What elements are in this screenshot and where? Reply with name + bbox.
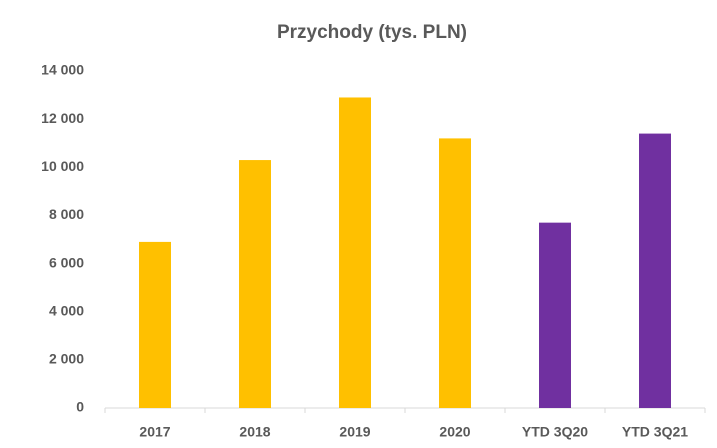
y-tick-label: 10 000 <box>41 158 84 174</box>
y-tick-label: 0 <box>76 399 84 415</box>
x-tick-label: 2019 <box>339 424 370 440</box>
x-tick-label: YTD 3Q21 <box>622 424 688 440</box>
y-tick-label: 8 000 <box>49 206 84 222</box>
bar <box>139 241 171 408</box>
x-tick-label: 2018 <box>239 424 270 440</box>
x-tick-label: 2017 <box>139 424 170 440</box>
y-tick-label: 4 000 <box>49 302 84 318</box>
bar <box>539 222 571 408</box>
x-tick-label: YTD 3Q20 <box>522 424 588 440</box>
y-tick-label: 6 000 <box>49 254 84 270</box>
bar <box>239 160 271 408</box>
x-tick-label: 2020 <box>439 424 470 440</box>
y-tick-label: 14 000 <box>41 62 84 78</box>
y-tick-label: 12 000 <box>41 110 84 126</box>
chart-title: Przychody (tys. PLN) <box>277 22 467 43</box>
bar <box>339 97 371 408</box>
bar <box>639 133 671 409</box>
bar <box>439 138 471 408</box>
y-tick-label: 2 000 <box>49 351 84 367</box>
